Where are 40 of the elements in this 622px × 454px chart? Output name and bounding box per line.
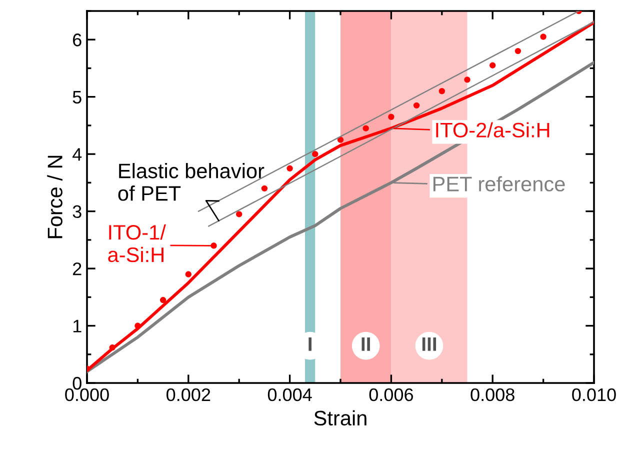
y-tick-label: 2: [73, 262, 82, 276]
point: [210, 242, 217, 249]
annotation: Elastic behavior of PET: [118, 163, 264, 201]
point: [286, 165, 293, 172]
legend-label: ITO-1/ a-Si:H: [108, 224, 166, 262]
y-axis-title: Force / N: [47, 156, 62, 238]
x-tick-label: 0.008: [470, 388, 514, 402]
point: [185, 271, 192, 278]
x-tick-label: 0.002: [166, 388, 210, 402]
band-label: I: [308, 337, 312, 351]
point: [337, 136, 344, 143]
y-tick-label: 5: [72, 90, 82, 104]
y-tick-label: 4: [72, 148, 82, 161]
point: [236, 211, 242, 218]
x-tick-label: 0.010: [572, 388, 616, 402]
series-label: PET reference: [433, 176, 565, 192]
point: [413, 102, 420, 109]
point: [109, 344, 116, 351]
point: [160, 296, 166, 304]
point: [438, 88, 445, 94]
point: [388, 114, 394, 120]
point: [362, 125, 369, 132]
series-label: ITO-2/a-Si:H: [436, 122, 550, 138]
point: [134, 322, 141, 329]
point: [464, 76, 470, 83]
y-tick-label: 3: [72, 205, 82, 218]
point: [490, 62, 496, 68]
x-axis-title: Strain: [314, 410, 366, 426]
point: [540, 34, 546, 40]
y-tick-label: 0: [72, 376, 82, 390]
point: [514, 48, 522, 54]
band-label: III: [422, 337, 436, 351]
band-label: II: [362, 337, 370, 351]
point: [261, 185, 268, 192]
point: [312, 150, 318, 158]
y-tick-label: 1: [73, 320, 82, 332]
x-tick-label: 0.000: [65, 388, 109, 402]
x-tick-label: 0.006: [369, 388, 413, 402]
y-tick-label: 6: [73, 34, 82, 46]
x-tick-label: 0.004: [268, 388, 312, 402]
